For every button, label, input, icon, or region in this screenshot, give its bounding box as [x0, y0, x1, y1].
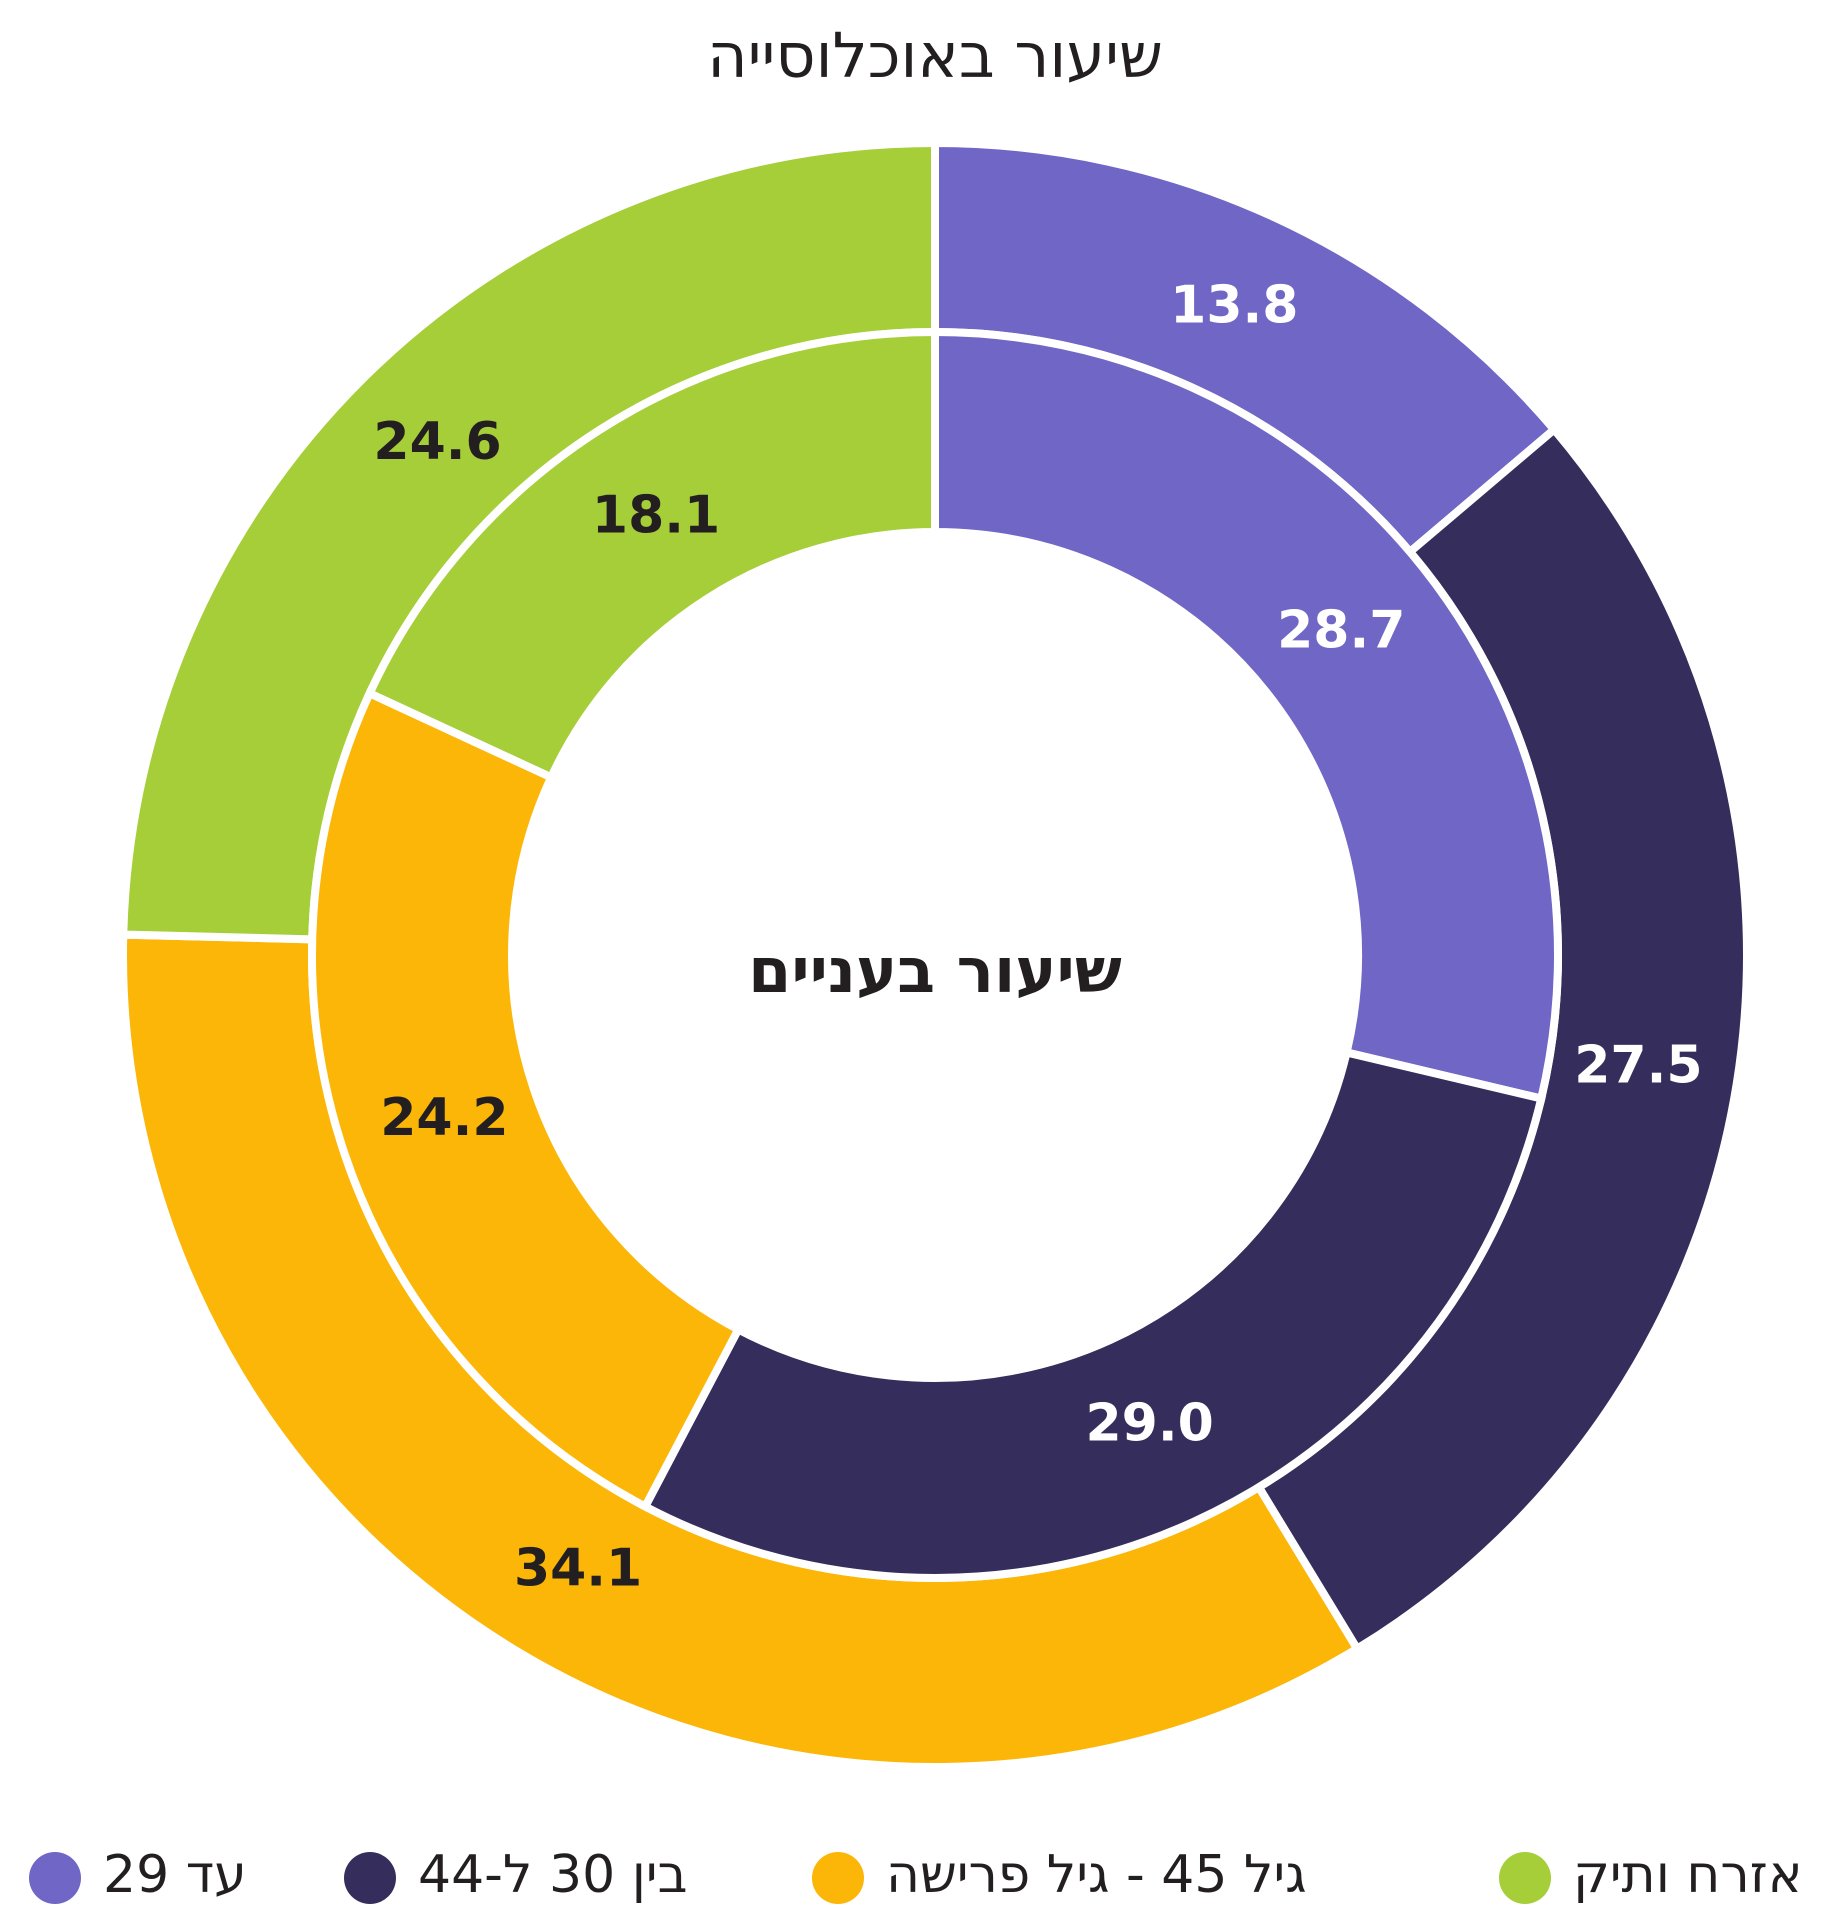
data-label: 13.8	[1170, 275, 1298, 335]
data-label: 34.1	[514, 1539, 642, 1599]
data-label: 18.1	[592, 486, 720, 546]
donut-segment	[364, 327, 939, 783]
legend-marker	[344, 1852, 396, 1904]
legend-label: אזרח ותיק	[1573, 1845, 1802, 1905]
data-label: 29.0	[1085, 1393, 1213, 1453]
legend-label: גיל 45 - גיל פרישה	[886, 1845, 1307, 1905]
legend-marker	[29, 1852, 81, 1904]
legend-marker	[812, 1852, 864, 1904]
legend-label: עד 29	[103, 1845, 247, 1905]
donut-segment	[308, 687, 744, 1512]
data-label: 28.7	[1277, 601, 1405, 661]
data-label: 24.2	[380, 1088, 508, 1148]
legend-marker	[1499, 1852, 1551, 1904]
center-label: שיעור בעניים	[748, 934, 1122, 1007]
donut-segment	[639, 1047, 1547, 1582]
data-label: 24.6	[373, 412, 501, 472]
legend-label: בין 30 ל-44	[418, 1845, 688, 1905]
donut-segment	[931, 327, 1562, 1104]
chart-title: שיעור באוכלוסייה	[707, 19, 1163, 92]
data-label: 27.5	[1574, 1036, 1702, 1096]
